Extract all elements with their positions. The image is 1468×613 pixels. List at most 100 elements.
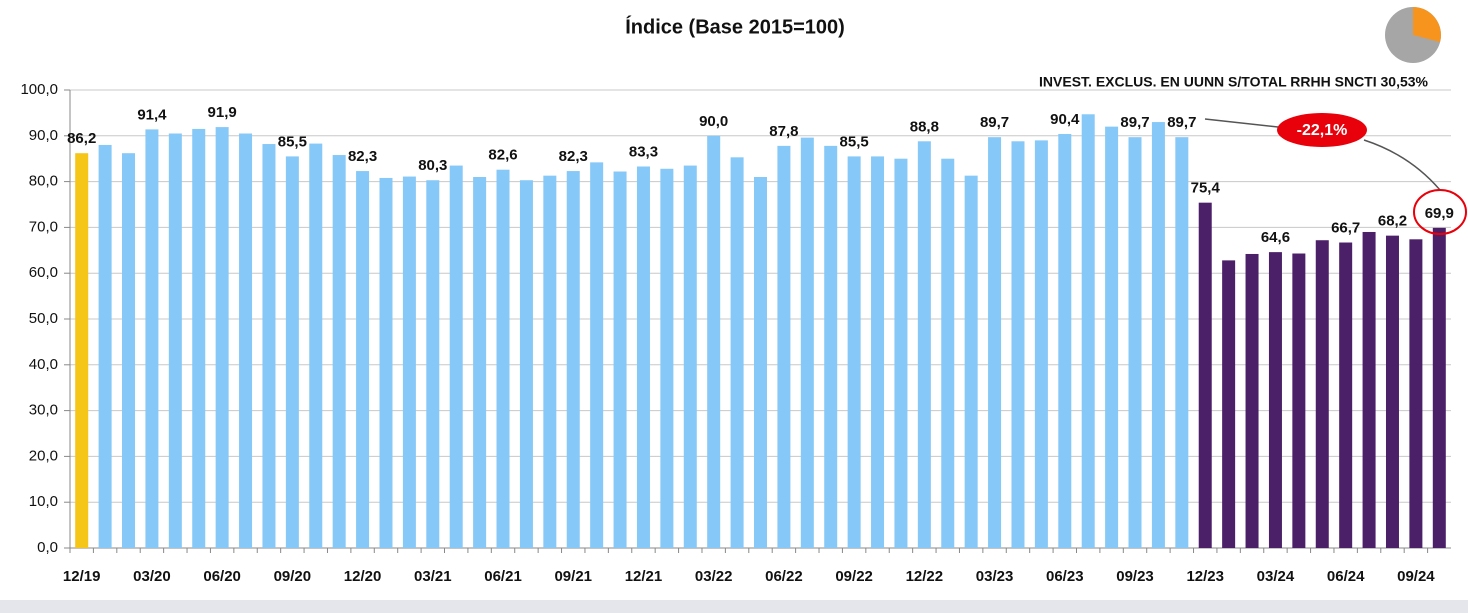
bar xyxy=(1198,202,1212,548)
data-label: 66,7 xyxy=(1331,219,1360,236)
data-label: 64,6 xyxy=(1261,229,1290,246)
bar xyxy=(239,133,253,548)
bar xyxy=(1339,242,1353,548)
bar xyxy=(636,166,650,548)
y-tick-label: 30,0 xyxy=(29,402,58,419)
x-tick-label: 06/21 xyxy=(484,568,522,585)
y-tick-label: 20,0 xyxy=(29,447,58,464)
x-tick-label: 06/23 xyxy=(1046,568,1084,585)
bar xyxy=(543,175,557,548)
x-tick-label: 09/22 xyxy=(835,568,873,585)
x-tick-label: 03/23 xyxy=(976,568,1014,585)
data-label: 90,0 xyxy=(699,113,728,130)
change-callout: -22,1% xyxy=(1204,113,1467,235)
bar xyxy=(449,165,463,548)
bar xyxy=(800,137,814,548)
bar xyxy=(1222,260,1236,548)
bar xyxy=(1058,133,1072,548)
pie-icon xyxy=(1385,7,1441,63)
data-label: 91,9 xyxy=(208,104,237,121)
bar xyxy=(941,158,955,548)
data-label: 87,8 xyxy=(769,123,798,140)
bar xyxy=(1292,253,1306,549)
bar xyxy=(1034,140,1048,548)
bar xyxy=(309,143,323,548)
y-tick-label: 40,0 xyxy=(29,356,58,373)
data-label: 75,4 xyxy=(1191,180,1221,197)
x-tick-label: 06/20 xyxy=(203,568,241,585)
bar xyxy=(988,137,1002,548)
y-tick-label: 70,0 xyxy=(29,218,58,235)
y-tick-label: 60,0 xyxy=(29,264,58,281)
data-label: 83,3 xyxy=(629,143,658,160)
bar xyxy=(660,168,674,548)
y-tick-label: 100,0 xyxy=(20,81,58,98)
bar xyxy=(1151,122,1165,548)
bar xyxy=(145,129,159,548)
bar xyxy=(566,171,580,549)
plot: 0,0 10,0 20,0 30,0 40,0 50,0 60,0 70,0 80,0 90,0 1… xyxy=(20,81,1453,585)
y-tick-label: 50,0 xyxy=(29,310,58,327)
data-label: 85,5 xyxy=(278,133,307,150)
bar xyxy=(1011,141,1025,548)
data-label: 80,3 xyxy=(418,157,447,174)
bar xyxy=(1385,235,1399,549)
bar xyxy=(917,141,931,548)
x-tick-label: 03/21 xyxy=(414,568,452,585)
bar xyxy=(75,153,89,549)
bar xyxy=(356,171,370,549)
bar xyxy=(402,176,416,548)
bar xyxy=(1315,240,1329,548)
data-label: 85,5 xyxy=(840,133,869,150)
bar xyxy=(1245,253,1259,549)
bar xyxy=(730,157,744,549)
bar xyxy=(379,177,393,548)
bar xyxy=(332,155,346,548)
bar xyxy=(1175,137,1189,548)
bar xyxy=(519,180,533,548)
bar xyxy=(496,169,510,548)
data-label: 68,2 xyxy=(1378,213,1407,230)
bar xyxy=(613,171,627,549)
x-tick-label: 03/20 xyxy=(133,568,171,585)
x-tick-label: 03/24 xyxy=(1257,568,1295,585)
bar xyxy=(777,145,791,548)
data-label: 89,7 xyxy=(1167,114,1196,131)
x-tick-label: 09/24 xyxy=(1397,568,1435,585)
bar xyxy=(215,127,229,549)
x-tick-label: 06/22 xyxy=(765,568,803,585)
footer-strip xyxy=(0,600,1468,613)
bar xyxy=(192,128,206,548)
bar xyxy=(122,153,136,549)
x-tick-label: 03/22 xyxy=(695,568,733,585)
bar xyxy=(473,177,487,548)
bar xyxy=(824,145,838,548)
bar xyxy=(262,144,276,548)
data-label: 69,9 xyxy=(1425,205,1454,222)
bar xyxy=(98,144,112,548)
data-label: 86,2 xyxy=(67,130,96,147)
data-label: 88,8 xyxy=(910,118,939,135)
data-label: 89,7 xyxy=(1120,114,1149,131)
x-tick-label: 09/21 xyxy=(554,568,592,585)
data-label: 82,6 xyxy=(488,147,517,164)
change-label: -22,1% xyxy=(1297,122,1348,139)
y-tick-label: 80,0 xyxy=(29,173,58,190)
bar xyxy=(1268,252,1282,548)
bar xyxy=(1128,137,1142,548)
x-tick-label: 09/20 xyxy=(274,568,312,585)
data-label: 90,4 xyxy=(1050,111,1080,128)
bar xyxy=(590,162,604,548)
x-tick-label: 12/22 xyxy=(906,568,944,585)
data-label: 91,4 xyxy=(137,106,167,123)
data-label: 82,3 xyxy=(559,148,588,165)
bar xyxy=(1409,239,1423,549)
data-label: 89,7 xyxy=(980,114,1009,131)
chart-title: Índice (Base 2015=100) xyxy=(625,15,845,38)
bar xyxy=(683,165,697,548)
x-tick-label: 12/19 xyxy=(63,568,101,585)
bar xyxy=(1432,227,1446,548)
bar xyxy=(285,156,299,548)
y-tick-label: 90,0 xyxy=(29,127,58,144)
bar xyxy=(964,175,978,548)
